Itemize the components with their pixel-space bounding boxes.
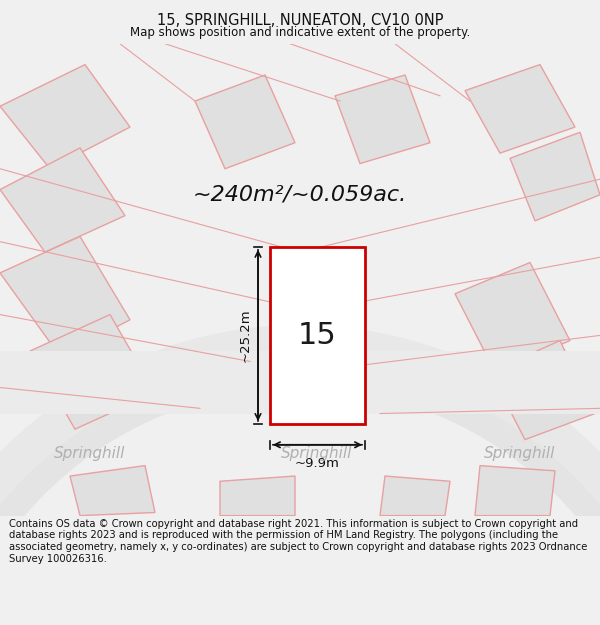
Polygon shape xyxy=(0,148,125,252)
Polygon shape xyxy=(510,132,600,221)
Polygon shape xyxy=(0,325,600,625)
Polygon shape xyxy=(0,361,600,625)
Text: Contains OS data © Crown copyright and database right 2021. This information is : Contains OS data © Crown copyright and d… xyxy=(9,519,587,564)
Polygon shape xyxy=(195,75,295,169)
Polygon shape xyxy=(0,351,600,414)
Polygon shape xyxy=(270,247,365,424)
Text: Springhill: Springhill xyxy=(281,446,353,461)
Text: ~9.9m: ~9.9m xyxy=(295,458,340,470)
Polygon shape xyxy=(455,262,570,372)
Polygon shape xyxy=(0,64,130,169)
Polygon shape xyxy=(490,341,595,439)
Polygon shape xyxy=(220,476,295,516)
Text: Springhill: Springhill xyxy=(484,446,556,461)
Polygon shape xyxy=(335,75,430,164)
Text: ~240m²/~0.059ac.: ~240m²/~0.059ac. xyxy=(193,185,407,205)
Polygon shape xyxy=(30,314,155,429)
Polygon shape xyxy=(70,466,155,516)
Polygon shape xyxy=(380,476,450,516)
Text: Map shows position and indicative extent of the property.: Map shows position and indicative extent… xyxy=(130,26,470,39)
Text: ~25.2m: ~25.2m xyxy=(239,309,252,362)
Polygon shape xyxy=(475,466,555,516)
Text: 15: 15 xyxy=(298,321,337,350)
Text: 15, SPRINGHILL, NUNEATON, CV10 0NP: 15, SPRINGHILL, NUNEATON, CV10 0NP xyxy=(157,13,443,28)
Polygon shape xyxy=(465,64,575,153)
Polygon shape xyxy=(0,236,130,356)
Text: Springhill: Springhill xyxy=(55,446,125,461)
